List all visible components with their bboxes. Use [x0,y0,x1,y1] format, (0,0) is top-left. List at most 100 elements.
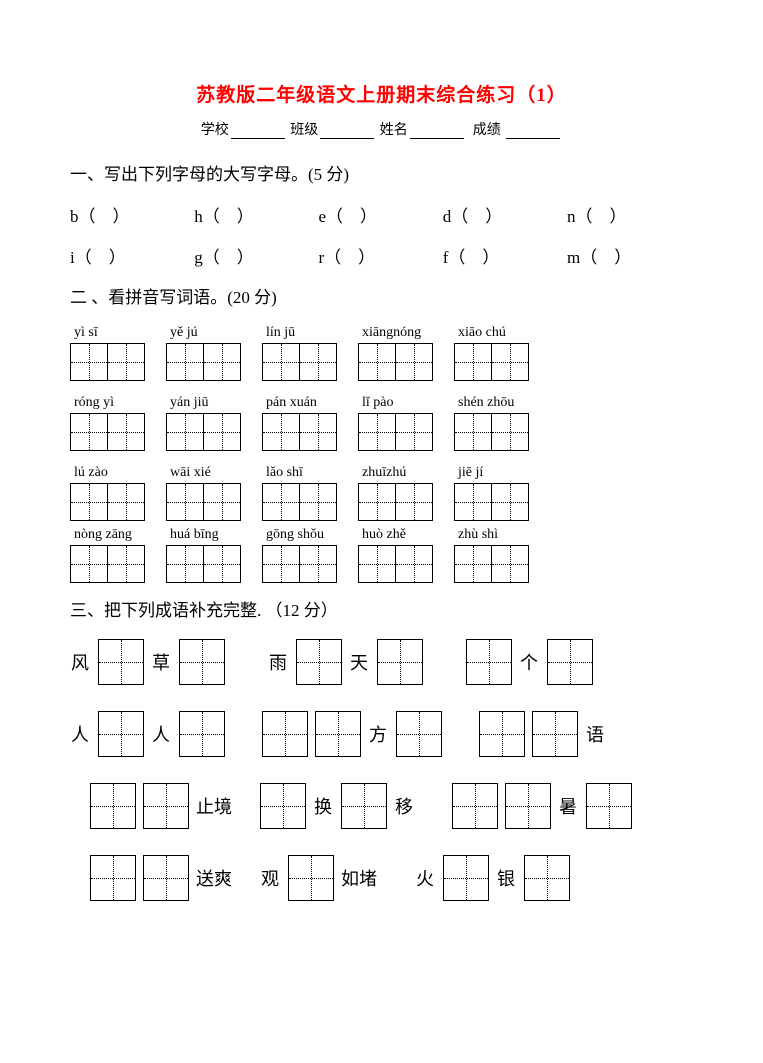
tianzi-box[interactable] [262,711,308,757]
idiom-char: 人 [70,721,90,747]
tianzi-box[interactable] [299,545,337,583]
tianzi-box[interactable] [107,413,145,451]
pinyin-label: zhuīzhú [358,465,406,481]
idiom-group: 风 草 [70,639,224,685]
tianzi-box[interactable] [70,545,108,583]
tianzi-box[interactable] [98,639,144,685]
tianzi-box[interactable] [466,639,512,685]
tianzi-box[interactable] [358,413,396,451]
tianzi-box[interactable] [377,639,423,685]
idiom-char: 方 [368,721,388,747]
tianzi-box[interactable] [299,413,337,451]
tianzi-box[interactable] [395,545,433,583]
tianzi-box[interactable] [296,639,342,685]
tianzi-box[interactable] [98,711,144,757]
tianzi-box[interactable] [90,855,136,901]
tianzi-box[interactable] [524,855,570,901]
tianzi-box[interactable] [532,711,578,757]
pinyin-group: xiāngnóng [358,325,432,381]
pinyin-label: yě jú [166,325,198,341]
class-blank[interactable] [320,123,374,139]
tianzi-box[interactable] [454,483,492,521]
tianzi-box[interactable] [491,413,529,451]
school-blank[interactable] [231,123,285,139]
letter: r [319,248,325,267]
tianzi-box[interactable] [299,343,337,381]
idiom-char: 个 [519,649,539,675]
idiom-char: 火 [415,865,435,891]
tianzi-box[interactable] [70,343,108,381]
tianzi-box[interactable] [107,483,145,521]
tianzi-box[interactable] [143,855,189,901]
tianzi-box[interactable] [262,545,300,583]
tianzi-box[interactable] [70,413,108,451]
tianzi-box[interactable] [166,483,204,521]
tianzi-box[interactable] [143,783,189,829]
tianzi-box[interactable] [166,343,204,381]
tianzi-box[interactable] [90,783,136,829]
tianzi-box[interactable] [452,783,498,829]
tianzi-box[interactable] [166,545,204,583]
tianzi-box[interactable] [443,855,489,901]
tianzi-box[interactable] [454,413,492,451]
tianzi-box[interactable] [203,343,241,381]
idiom-char: 草 [151,649,171,675]
letter-row-1: b（ ） h（ ） e（ ） d（ ） n（ ） [70,202,693,227]
tianzi-box[interactable] [454,545,492,583]
tianzi-box[interactable] [166,413,204,451]
pinyin-label: wāi xié [166,465,211,481]
tianzi-box[interactable] [396,711,442,757]
idiom-group: 雨 天 [268,639,422,685]
tianzi-box[interactable] [479,711,525,757]
tianzi-box[interactable] [586,783,632,829]
tianzi-box[interactable] [179,639,225,685]
tianzi-box[interactable] [491,545,529,583]
tianzi-box[interactable] [262,343,300,381]
tianzi-box[interactable] [491,483,529,521]
pinyin-group: yě jú [166,325,240,381]
letter: d [443,207,452,226]
tianzi-box[interactable] [358,545,396,583]
tianzi-box[interactable] [288,855,334,901]
letter: e [319,207,327,226]
tianzi-box[interactable] [395,483,433,521]
pinyin-label: shén zhōu [454,395,514,411]
idiom-char: 语 [585,721,605,747]
tianzi-box[interactable] [260,783,306,829]
letter: m [567,248,580,267]
idiom-char: 天 [349,649,369,675]
name-blank[interactable] [410,123,464,139]
tianzi-box[interactable] [179,711,225,757]
tianzi-box[interactable] [547,639,593,685]
tianzi-box[interactable] [107,545,145,583]
tianzi-box[interactable] [341,783,387,829]
tianzi-box[interactable] [299,483,337,521]
tianzi-box[interactable] [107,343,145,381]
idiom-group: 火 银 [415,855,569,901]
tianzi-box[interactable] [358,483,396,521]
tianzi-box[interactable] [505,783,551,829]
student-info-line: 学校 班级 姓名 成绩 [70,119,693,139]
tianzi-box[interactable] [70,483,108,521]
idiom-group: 暑 [452,783,631,829]
pinyin-group: lín jū [262,325,336,381]
letter: h [194,207,203,226]
tianzi-box[interactable] [454,343,492,381]
tianzi-box[interactable] [203,413,241,451]
idiom-row: 止境 换 移 暑 [70,783,693,829]
tianzi-box[interactable] [395,343,433,381]
score-blank[interactable] [506,123,560,139]
tianzi-box[interactable] [262,413,300,451]
tianzi-box[interactable] [395,413,433,451]
idiom-group: 送爽 [90,855,232,901]
pinyin-row: lú zào wāi xié lǎo shī zhuīzhú jiē jí [70,465,693,521]
pinyin-row: yì sī yě jú lín jū xiāngnóng xiāo chú [70,325,693,381]
tianzi-box[interactable] [315,711,361,757]
tianzi-box[interactable] [358,343,396,381]
tianzi-box[interactable] [203,545,241,583]
tianzi-box[interactable] [262,483,300,521]
idiom-char: 暑 [558,793,578,819]
idiom-group: 观 如堵 [260,855,377,901]
tianzi-box[interactable] [203,483,241,521]
tianzi-box[interactable] [491,343,529,381]
